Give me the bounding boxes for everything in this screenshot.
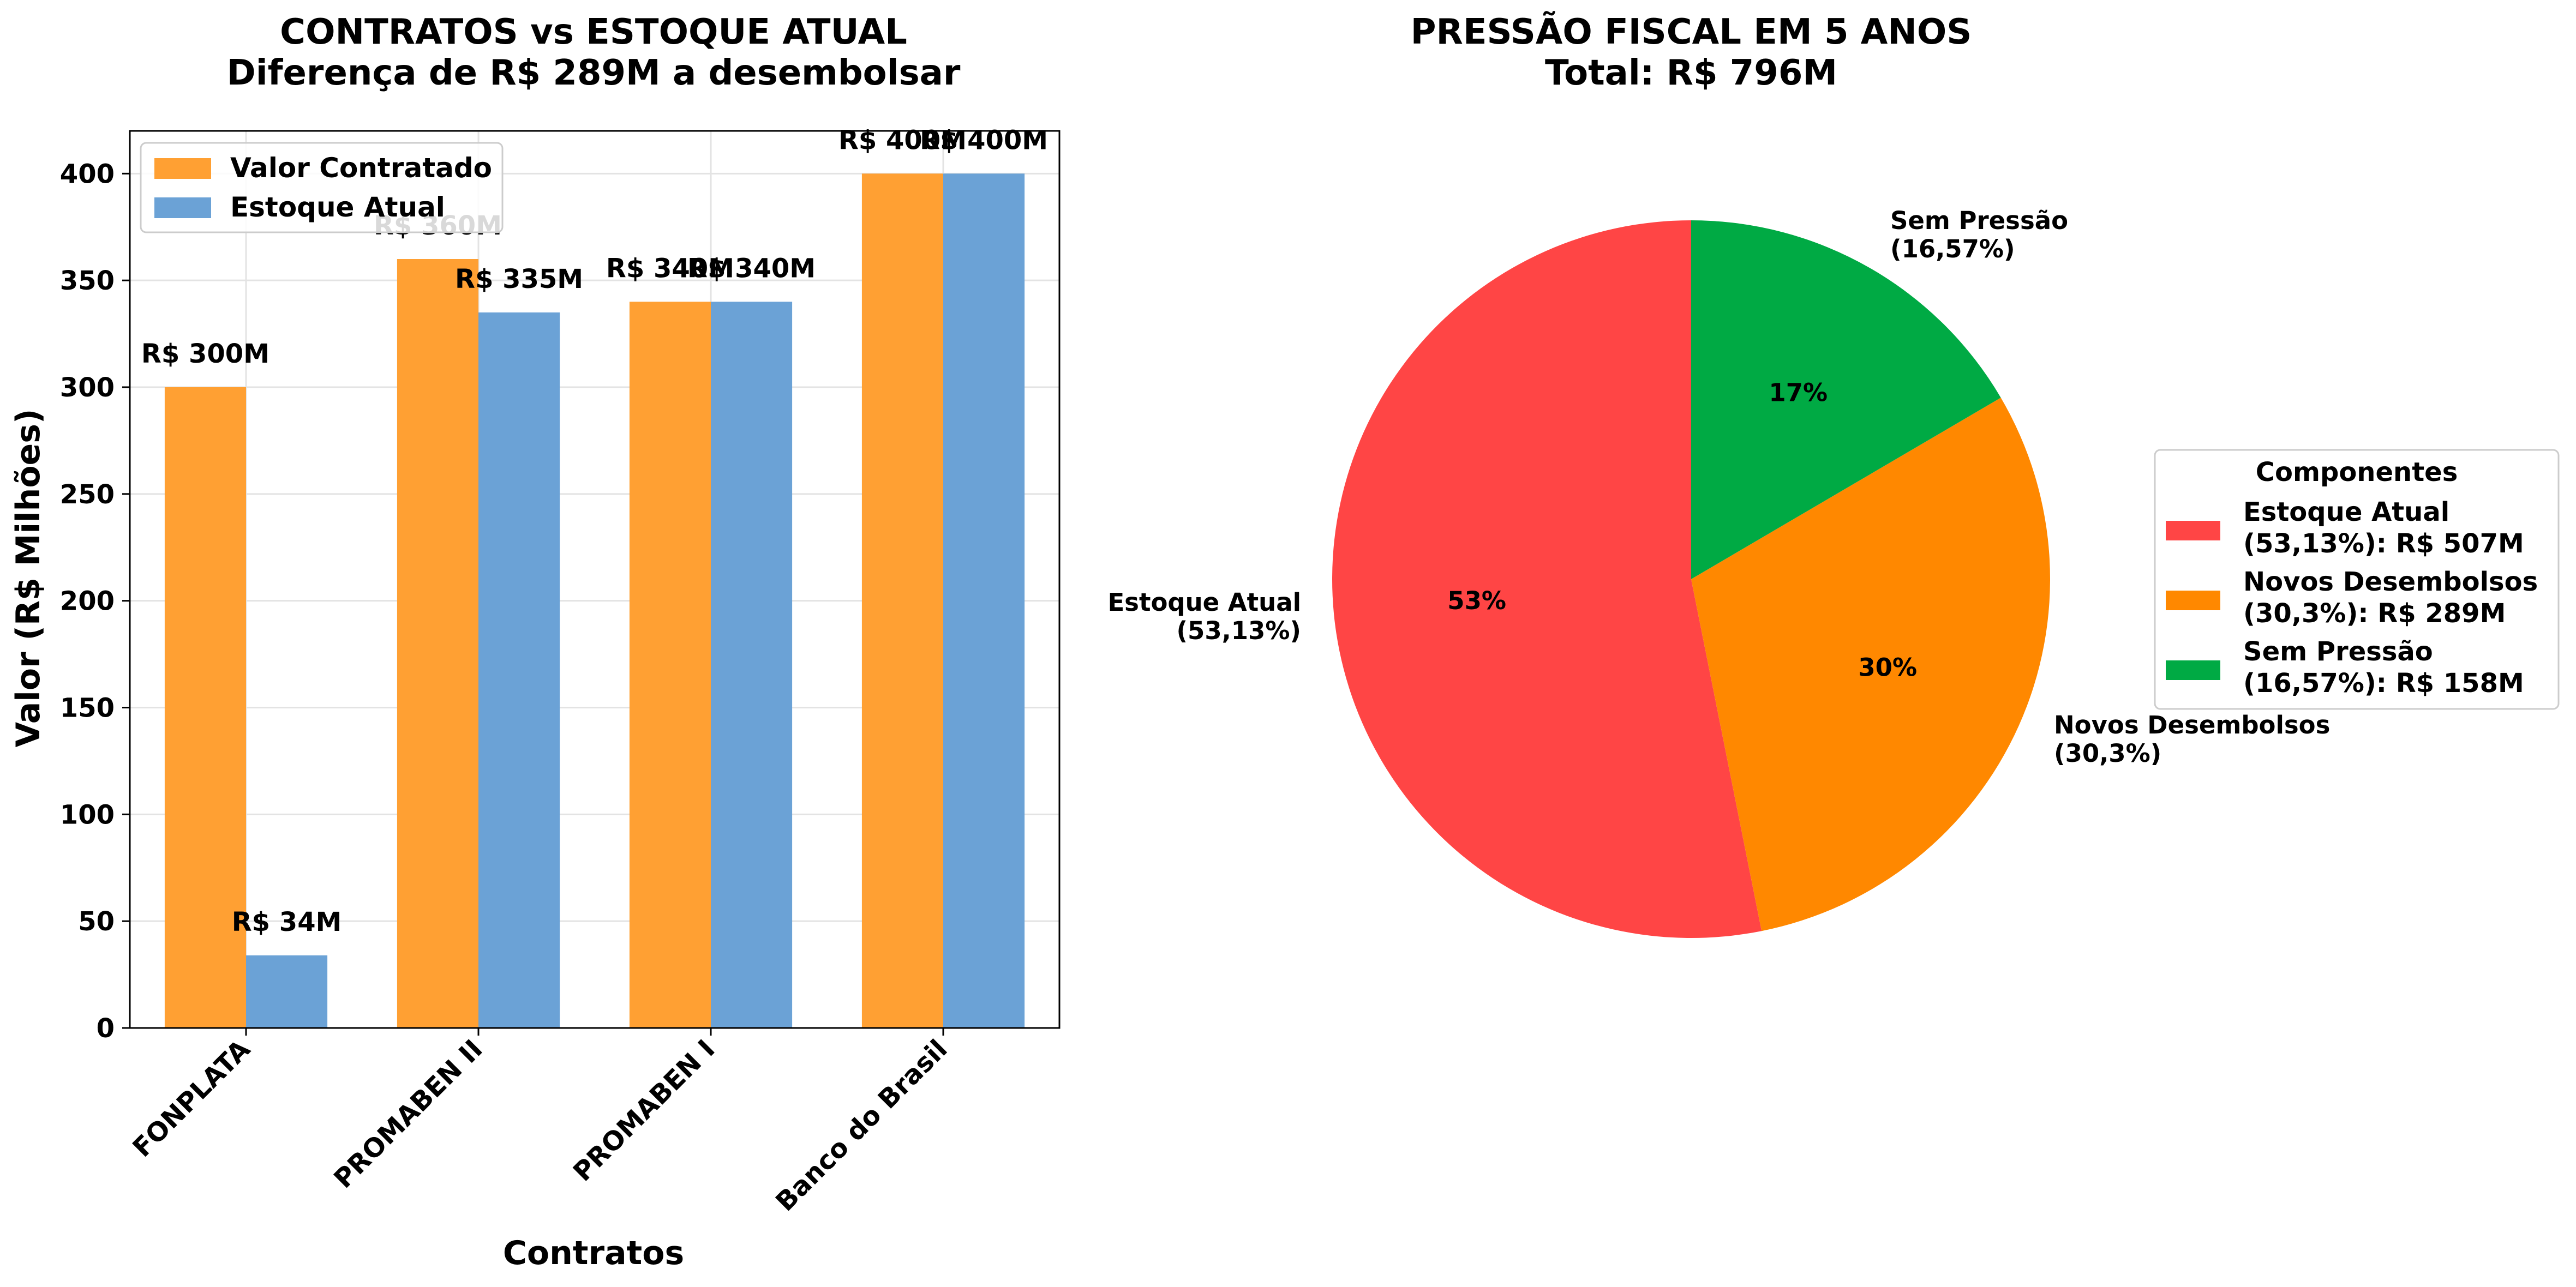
bar-valor-contratado-fonplata (164, 387, 246, 1028)
pie-legend-frame (2154, 449, 2560, 710)
pie-legend-estoque-atual-line1: Estoque Atual (2243, 497, 2449, 527)
bar-label-valor-contratado-fonplata: R$ 300M (141, 339, 269, 369)
pie-legend-sem-pressao-line2: (16,57%): R$ 158M (2243, 668, 2524, 699)
bar-label-estoque-atual-promaben-i: R$ 340M (687, 253, 816, 284)
y-tick-label: 250 (60, 479, 115, 510)
bar-legend-frame (140, 142, 504, 233)
pie-chart-title-line1: PRESSÃO FISCAL EM 5 ANOS (1411, 11, 1972, 52)
plot-frame (129, 130, 1061, 1029)
pie-percent-label-novos-desembolsos: 30% (1858, 653, 1917, 682)
pie-legend-estoque-atual-line2: (53,13%): R$ 507M (2243, 528, 2524, 559)
pie-legend-swatch-sem-pressao (2166, 660, 2220, 680)
pie-percent-label-sem-pressao: 17% (1769, 378, 1828, 407)
pie-labels: 53% Estoque Atual(53,13%) 30% Novos Desembo… (1107, 206, 2330, 768)
y-tick-label: 200 (60, 586, 115, 617)
bar-chart-title-line2: Diferença de R$ 289M a desembolsar (227, 53, 961, 93)
pie-slices (1332, 220, 2050, 938)
pie-legend-title: Componentes (2256, 457, 2458, 488)
bar-chart-title-line1: CONTRATOS vs ESTOQUE ATUAL (280, 12, 907, 52)
bar-label-estoque-atual-promaben-ii: R$ 335M (455, 264, 583, 294)
x-tick-label-promaben-ii: PROMABEN II (328, 1034, 488, 1194)
bar-chart: CONTRATOS vs ESTOQUE ATUAL Diferença de … (9, 12, 1061, 1272)
pie-chart: PRESSÃO FISCAL EM 5 ANOS Total: R$ 796M … (1107, 11, 2560, 938)
x-axis-ticks: FONPLATA PROMABEN II PROMABEN I Banco do Br… (127, 1028, 953, 1217)
bar-valor-contratado-promaben-ii (397, 259, 478, 1028)
pie-chart-title-line2: Total: R$ 796M (1545, 53, 1837, 93)
x-tick-label-promaben-i: PROMABEN I (567, 1034, 721, 1187)
x-tick-label-fonplata: FONPLATA (127, 1034, 256, 1163)
pie-legend-novos-desembolsos-line2: (30,3%): R$ 289M (2243, 598, 2506, 629)
y-tick-label: 100 (60, 799, 115, 830)
pie-outer-label-sem-pressao-line1: Sem Pressão (1890, 206, 2068, 235)
pie-outer-label-sem-pressao-line2: (16,57%) (1890, 234, 2015, 263)
legend-label-estoque-atual: Estoque Atual (230, 191, 445, 223)
pie-outer-label-novos-desembolsos-line1: Novos Desembolsos (2054, 711, 2330, 739)
y-tick-label: 0 (97, 1013, 115, 1044)
pie-outer-label-estoque-atual-line2: (53,13%) (1176, 616, 1301, 645)
y-tick-label: 50 (78, 906, 115, 937)
pie-legend-novos-desembolsos-line1: Novos Desembolsos (2243, 567, 2538, 597)
bar-estoque-atual-promaben-ii (478, 312, 560, 1028)
y-axis-ticks: 0 50 100 150 200 250 300 350 400 (60, 159, 130, 1044)
bar-estoque-atual-fonplata (246, 955, 328, 1028)
pie-percent-label-estoque-atual: 53% (1447, 586, 1506, 615)
x-axis-title: Contratos (503, 1234, 684, 1272)
pie-legend-sem-pressao-line1: Sem Pressão (2243, 636, 2433, 667)
bar-label-valor-contratado-promaben-i: R$ 340M (606, 253, 734, 284)
y-tick-label: 400 (60, 159, 115, 189)
pie-slice-sem-pressao (1691, 220, 2001, 579)
bar-estoque-atual-banco-do-brasil (943, 173, 1025, 1028)
legend-label-valor-contratado: Valor Contratado (230, 152, 492, 184)
pie-legend: Componentes Estoque Atual (53,13%): R$ 5… (2154, 449, 2560, 710)
legend-swatch-estoque-atual (154, 197, 211, 218)
pie-outer-label-estoque-atual-line1: Estoque Atual (1107, 588, 1301, 617)
legend-swatch-valor-contratado (154, 158, 211, 179)
bar-valor-contratado-promaben-i (629, 302, 711, 1029)
pie-slice-novos-desembolsos (1691, 398, 2050, 931)
pie-outer-label-novos-desembolsos-line2: (30,3%) (2054, 739, 2161, 768)
bar-label-estoque-atual-fonplata: R$ 34M (232, 907, 342, 937)
pie-legend-swatch-estoque-atual (2166, 521, 2220, 540)
y-tick-label: 300 (60, 372, 115, 403)
y-tick-label: 350 (60, 266, 115, 296)
pie-slice-estoque-atual (1332, 220, 1762, 938)
bar-legend: Valor Contratado Estoque Atual (140, 142, 504, 233)
x-tick-label-banco-do-brasil: Banco do Brasil (770, 1034, 953, 1217)
bar-label-estoque-atual-banco-do-brasil: R$ 400M (920, 125, 1048, 155)
bar-bars (164, 173, 1025, 1029)
pie-legend-swatch-novos-desembolsos (2166, 591, 2220, 610)
bar-valor-contratado-banco-do-brasil (861, 173, 943, 1028)
y-tick-label: 150 (60, 693, 115, 724)
bar-estoque-atual-promaben-i (711, 302, 793, 1029)
y-axis-title: Valor (R$ Milhões) (9, 409, 47, 748)
